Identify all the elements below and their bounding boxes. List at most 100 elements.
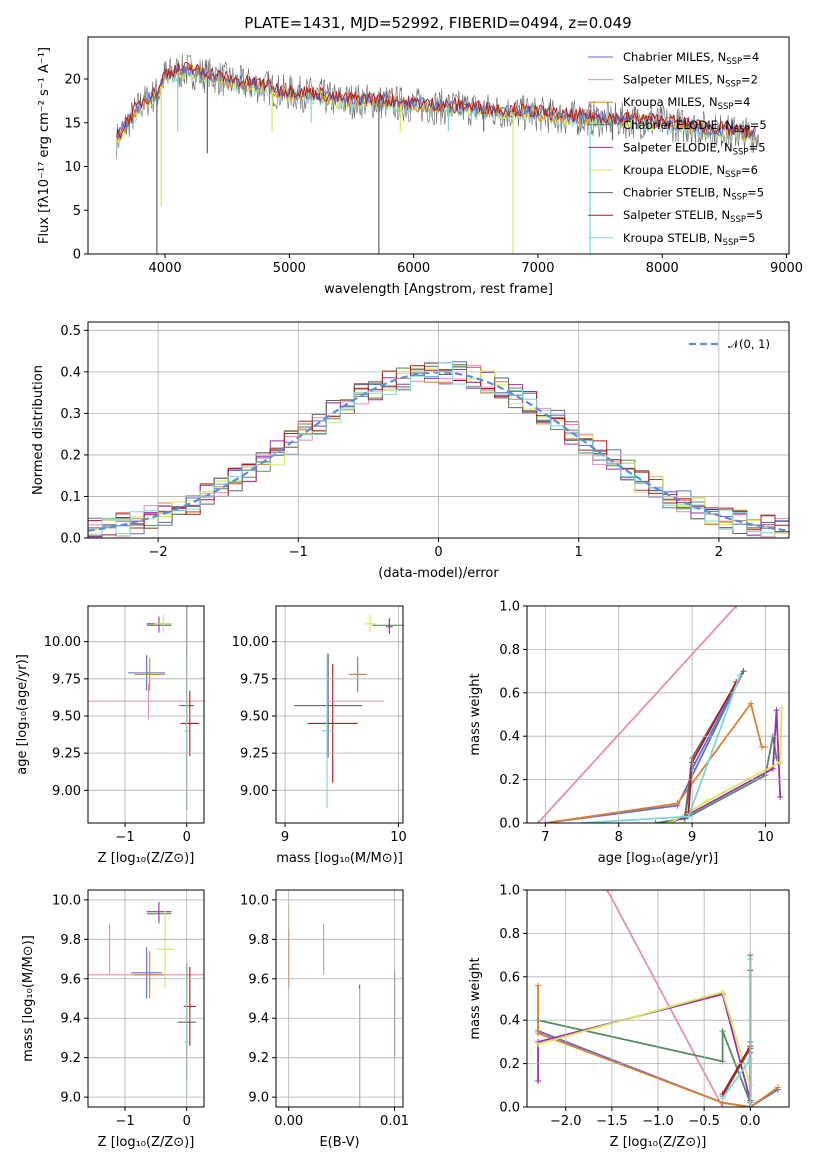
y-tick-label: 9.6 xyxy=(60,972,81,987)
axes-frame xyxy=(275,605,404,824)
y-tick-label: 0.5 xyxy=(60,324,81,339)
y-tick-label: 9.75 xyxy=(52,672,81,687)
weight-marker xyxy=(667,820,674,823)
legend-entry: Kroupa MILES, NSSP=4 xyxy=(623,95,750,112)
y-axis-label: mass [log₁₀(M/M⊙)] xyxy=(21,935,36,1062)
x-axis-label: mass [log₁₀(M/M⊙)] xyxy=(276,851,403,866)
y-tick-label: 9.50 xyxy=(240,709,269,724)
x-tick-label: −1 xyxy=(115,830,134,845)
weight-marker xyxy=(535,1030,542,1037)
weight-marker xyxy=(736,672,743,679)
legend-entry: Chabrier STELIB, NSSP=5 xyxy=(623,186,764,203)
figure-title: PLATE=1431, MJD=52992, FIBERID=0494, z=0… xyxy=(244,14,631,32)
y-axis-label: mass weight xyxy=(468,957,483,1039)
legend-nssp-value: =5 xyxy=(746,208,763,222)
legend-nssp-value: =2 xyxy=(741,73,758,87)
y-tick-label: 9.2 xyxy=(60,1051,81,1066)
x-tick-label: −2 xyxy=(149,545,168,560)
legend-model-name: Kroupa MILES xyxy=(623,95,702,109)
legend-entry: Chabrier ELODIE, NSSP=5 xyxy=(623,118,767,135)
weight-marker xyxy=(652,820,659,823)
legend-nssp-sub: SSP xyxy=(726,57,742,67)
legend-nssp-sub: SSP xyxy=(725,80,741,90)
legend-nssp-sub: SSP xyxy=(734,125,750,135)
axes-spectrum: 4000 5000 6000 7000 8000 9000 0 5 10 15 20 waveleng… xyxy=(37,36,803,297)
legend-nssp-value: =4 xyxy=(733,95,750,109)
plot-area-spectrum xyxy=(116,53,759,254)
legend-normal-label: 𝒩(0, 1) xyxy=(728,337,770,351)
axes-frame xyxy=(87,889,205,1108)
y-tick-label: 0.4 xyxy=(499,1014,520,1029)
y-tick-label: 1.0 xyxy=(499,884,520,899)
axes-frame xyxy=(87,605,205,824)
axes-weight-vs-age: 7 8 9 10 0.0 0.2 0.4 0.6 0.8 1.0 age [log₁₀(age/yr… xyxy=(468,600,790,866)
legend-model-name: Chabrier MILES xyxy=(623,50,710,64)
legend-nssp-value: =4 xyxy=(742,50,759,64)
x-tick-label: 7 xyxy=(541,830,549,845)
y-tick-label: 9.00 xyxy=(240,784,269,799)
x-tick-label: 0 xyxy=(434,545,442,560)
x-tick-label: −0.5 xyxy=(688,1114,720,1129)
y-tick-label: 9.0 xyxy=(248,1091,269,1106)
y-axis-label: mass weight xyxy=(468,673,483,755)
y-tick-label: 10.00 xyxy=(232,635,269,650)
x-tick-label: 0 xyxy=(183,1114,191,1129)
legend-nssp-label: , N xyxy=(709,163,725,177)
x-axis-label: Z [log₁₀(Z/Z⊙)] xyxy=(610,1135,707,1150)
legend-nssp-sub: SSP xyxy=(731,193,747,203)
x-tick-label: −1 xyxy=(115,1114,134,1129)
weight-marker xyxy=(740,668,747,675)
weight-marker xyxy=(685,813,692,820)
legend-model-name: Salpeter STELIB xyxy=(623,208,714,222)
x-axis-label: Z [log₁₀(Z/Z⊙)] xyxy=(98,851,195,866)
y-tick-label: 9.8 xyxy=(60,933,81,948)
legend-model-name: Chabrier STELIB xyxy=(623,186,715,200)
x-tick-label: 6000 xyxy=(397,261,430,276)
x-axis-label: age [log₁₀(age/yr)] xyxy=(598,851,719,866)
axes-age-vs-Z: −1 0 9.00 9.25 9.50 9.75 10.00 Z [log₁₀(Z/Z⊙)] a… xyxy=(15,605,205,866)
legend-nssp-sub: SSP xyxy=(718,102,734,112)
plot-area-mass-vs-ebv xyxy=(276,890,403,1107)
x-tick-label: 8 xyxy=(615,830,623,845)
x-tick-label: −2.0 xyxy=(550,1114,582,1129)
legend-nssp-label: , N xyxy=(714,208,730,222)
weight-marker xyxy=(674,800,681,807)
y-tick-label: 9.2 xyxy=(248,1051,269,1066)
x-tick-label: 0.00 xyxy=(274,1114,303,1129)
weight-marker xyxy=(778,704,785,711)
legend-model-name: Kroupa STELIB xyxy=(623,231,707,245)
legend-nssp-label: , N xyxy=(710,50,726,64)
x-tick-label: 9000 xyxy=(770,261,803,276)
y-tick-label: 10.0 xyxy=(52,893,81,908)
y-tick-label: 9.00 xyxy=(52,784,81,799)
plot-area-residuals xyxy=(88,322,789,538)
y-tick-label: 0.8 xyxy=(499,927,520,942)
weight-marker xyxy=(774,1084,781,1091)
legend-nssp-value: =5 xyxy=(750,118,767,132)
x-tick-label: 5000 xyxy=(273,261,306,276)
x-axis-label: wavelength [Angstrom, rest frame] xyxy=(324,282,553,297)
weight-marker xyxy=(719,1095,726,1102)
legend-nssp-label: , N xyxy=(718,118,734,132)
axes-frame xyxy=(87,36,790,255)
y-tick-label: 0.0 xyxy=(499,817,520,832)
weight-marker xyxy=(733,606,740,609)
plot-area-weight-vs-Z xyxy=(527,890,789,1107)
x-tick-label: 10 xyxy=(757,830,774,845)
legend-entry: Chabrier MILES, NSSP=4 xyxy=(623,50,759,67)
y-tick-label: 10 xyxy=(64,160,81,175)
x-tick-label: 4000 xyxy=(149,261,182,276)
y-tick-label: 9.4 xyxy=(60,1012,81,1027)
axes-frame xyxy=(275,889,404,1108)
y-tick-label: 0.2 xyxy=(499,1057,520,1072)
model-spectrum-7 xyxy=(116,61,756,141)
legend-model-name: Salpeter ELODIE xyxy=(623,140,717,154)
y-tick-label: 0.6 xyxy=(499,686,520,701)
weight-marker xyxy=(777,793,784,800)
legend-nssp-value: =5 xyxy=(749,140,766,154)
legend-nssp-label: , N xyxy=(709,73,725,87)
x-axis-label: E(B-V) xyxy=(319,1135,359,1150)
axes-residuals: −2 −1 0 1 2 0.0 0.1 0.2 0.3 0.4 0.5 (data-model)/er… xyxy=(31,321,790,581)
legend-entry: Kroupa STELIB, NSSP=5 xyxy=(623,231,755,248)
